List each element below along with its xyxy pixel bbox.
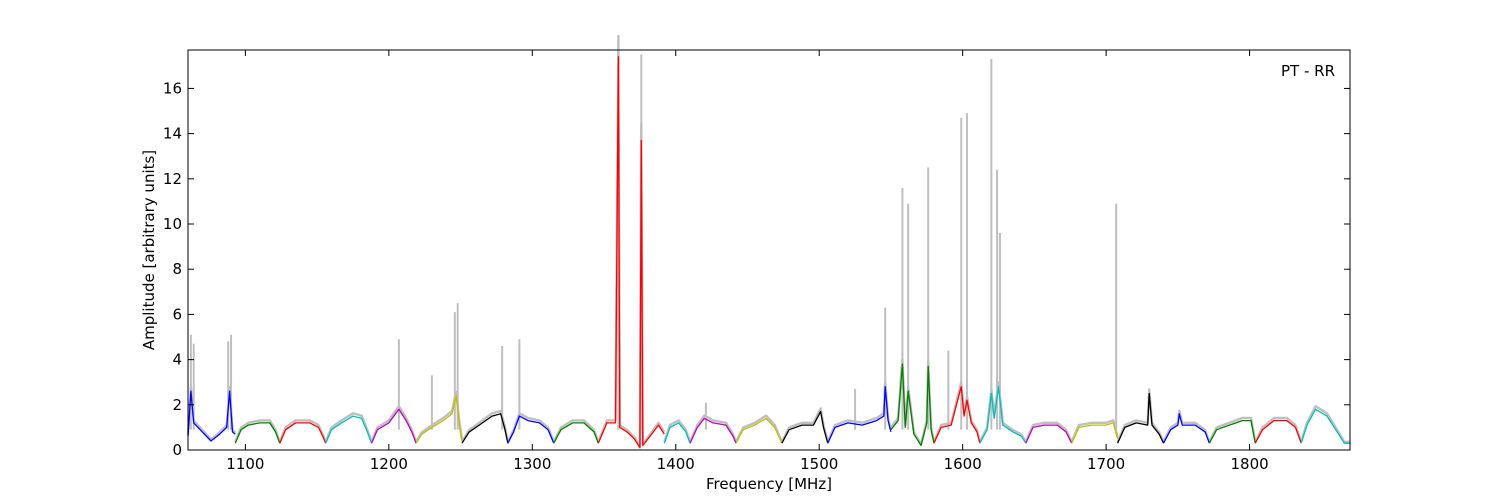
series-line-21 [1162,413,1211,444]
series-line-20 [1117,392,1165,444]
series-line-2 [279,422,327,444]
background-band-11 [688,414,738,443]
series-line-15 [890,363,935,447]
background-band-3 [324,412,373,443]
y-tick-label-14: 14 [163,125,182,143]
series-line-17 [979,386,1027,444]
series-line-7 [507,415,555,444]
x-tick-label-1200: 1200 [370,455,408,473]
series-line-12 [735,417,783,444]
series-line-9 [597,56,665,449]
background-band-1 [234,419,281,443]
series-line-0 [187,390,236,442]
series-line-8 [553,422,599,444]
chart-annotation: PT - RR [1281,62,1335,80]
series-line-11 [689,417,737,444]
series-line-5 [415,395,463,444]
background-band-21 [1162,409,1211,443]
y-axis-label: Amplitude [arbitrary units] [140,150,158,350]
background-band-20 [1116,388,1165,443]
y-tick-label-6: 6 [172,305,182,323]
series-line-10 [663,422,691,444]
background-band-23 [1254,416,1303,443]
y-tick-label-2: 2 [172,396,182,414]
background-band-7 [506,412,555,443]
background-band-2 [278,419,327,443]
series-line-14 [827,386,892,444]
series-line-1 [234,422,281,444]
background-band-18 [1024,421,1073,443]
series-line-6 [461,413,509,444]
plot-frame [187,49,1351,451]
x-tick-label-1800: 1800 [1230,455,1268,473]
background-band-9 [597,34,666,448]
y-tick-label-8: 8 [172,260,182,278]
series-line-13 [781,410,829,444]
x-tick-label-1700: 1700 [1087,455,1125,473]
x-tick-label-1100: 1100 [226,455,264,473]
series-line-22 [1208,419,1256,444]
series-line-23 [1254,419,1302,444]
background-band-14 [826,381,893,443]
x-axis-label: Frequency [MHz] [706,475,832,493]
y-tick-label-10: 10 [163,215,182,233]
x-tick-label-1300: 1300 [513,455,551,473]
series-line-19 [1071,422,1119,444]
background-band-16 [932,381,982,443]
x-tick-label-1600: 1600 [944,455,982,473]
series-line-18 [1025,424,1073,444]
y-tick-label-16: 16 [163,79,182,97]
x-tick-label-1400: 1400 [657,455,695,473]
plot-area [186,34,1350,449]
y-tick-label-4: 4 [172,351,182,369]
background-band-12 [734,414,784,443]
axis-ticks: 1100 1200 1300 1400 1500 1600 1700 1800 0 2 4 6 8 10 1… [163,50,1350,473]
background-band-24 [1300,405,1350,443]
y-tick-label-12: 12 [163,170,182,188]
background-band-17 [978,381,1027,443]
series-line-4 [371,408,417,444]
x-tick-label-1500: 1500 [800,455,838,473]
background-band-4 [370,405,418,443]
series-line-16 [933,386,981,444]
series-line-24 [1300,408,1350,444]
y-tick-label-0: 0 [172,441,182,459]
background-band-8 [552,419,600,443]
series-line-3 [325,415,373,444]
